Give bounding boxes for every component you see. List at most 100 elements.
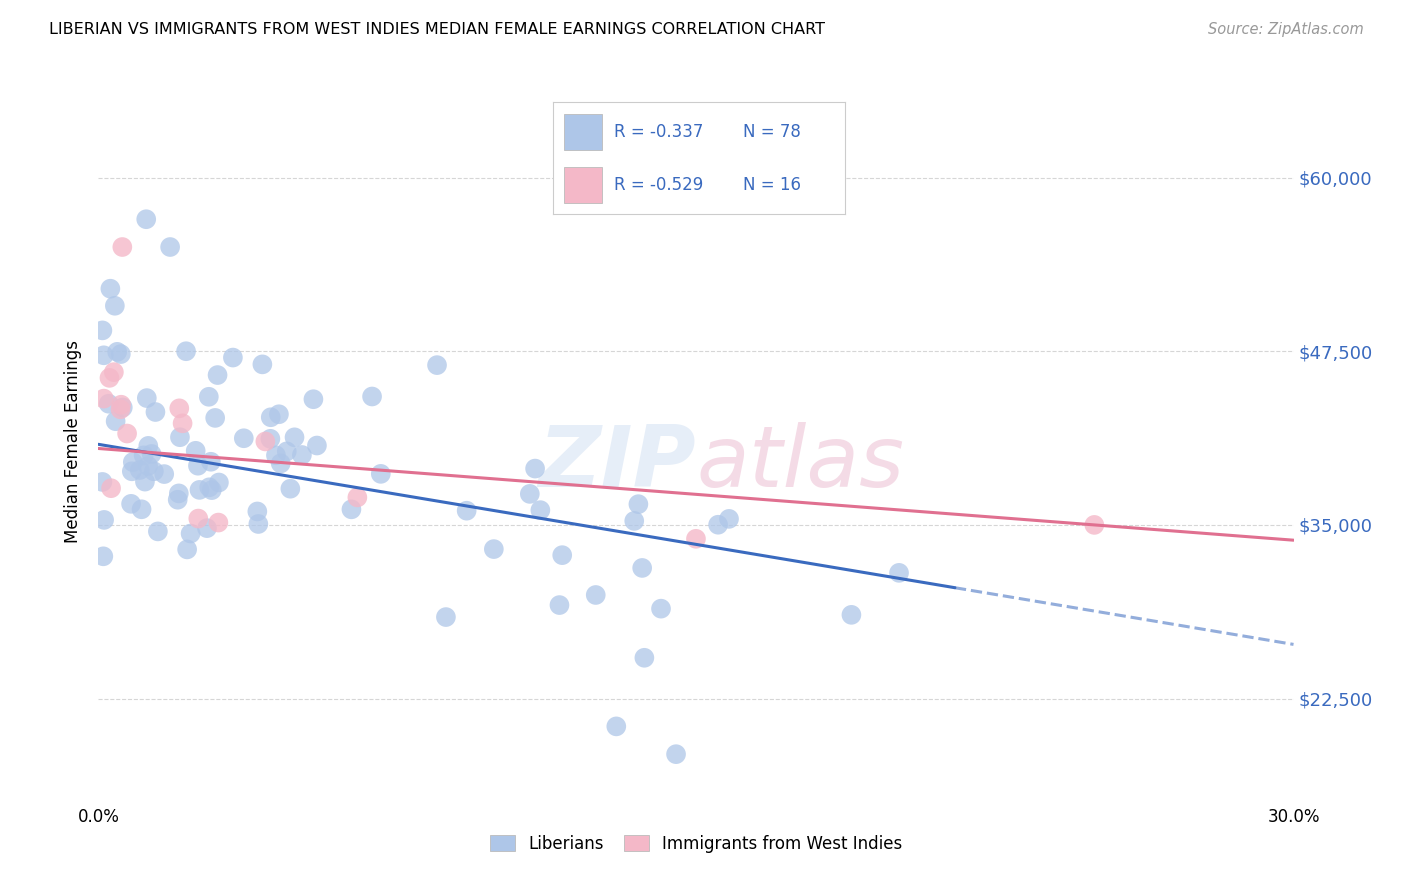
Point (153, 467, 176, 481)
Point (159, 240, 181, 254)
Point (145, 405, 167, 419)
Point (98, 371, 121, 385)
Point (232, 431, 254, 445)
Point (685, 532, 707, 546)
Point (198, 390, 221, 404)
Point (187, 511, 209, 525)
Point (291, 448, 314, 462)
Point (718, 512, 741, 526)
Point (110, 347, 132, 361)
Point (100, 481, 122, 495)
Point (623, 514, 645, 528)
Point (110, 398, 132, 412)
Point (280, 482, 302, 496)
Point (135, 391, 157, 405)
Point (340, 502, 363, 516)
Point (104, 299, 127, 313)
Point (346, 491, 368, 505)
Point (132, 449, 155, 463)
Point (529, 503, 551, 517)
Point (260, 410, 283, 425)
Text: LIBERIAN VS IMMIGRANTS FROM WEST INDIES MEDIAN FEMALE EARNINGS CORRELATION CHART: LIBERIAN VS IMMIGRANTS FROM WEST INDIES … (49, 22, 825, 37)
Point (184, 443, 207, 458)
Point (91, 323, 114, 337)
Legend: Liberians, Immigrants from West Indies: Liberians, Immigrants from West Indies (484, 828, 908, 860)
Point (254, 434, 277, 449)
Point (93, 513, 115, 527)
Point (361, 389, 384, 403)
Point (195, 521, 218, 535)
Point (166, 492, 188, 507)
Point (270, 457, 292, 471)
Point (207, 516, 229, 530)
Point (707, 517, 730, 532)
Point (172, 417, 194, 431)
Point (198, 480, 221, 494)
Point (115, 426, 138, 441)
Point (201, 483, 224, 497)
Point (222, 351, 245, 365)
Point (426, 358, 449, 372)
Point (252, 357, 274, 371)
Point (633, 650, 655, 665)
Point (187, 458, 209, 473)
Point (370, 467, 392, 481)
Point (605, 719, 627, 733)
Point (167, 486, 190, 500)
Point (91, 549, 114, 564)
Point (585, 588, 607, 602)
Point (1083, 517, 1105, 532)
Text: ZIP: ZIP (538, 422, 696, 505)
Point (103, 365, 125, 379)
Point (93, 392, 115, 406)
Point (136, 439, 159, 453)
Point (283, 430, 305, 444)
Point (146, 524, 169, 539)
Point (207, 368, 229, 382)
Point (434, 610, 457, 624)
Point (456, 504, 478, 518)
Point (524, 461, 547, 475)
Point (302, 392, 325, 407)
Point (665, 747, 688, 761)
Y-axis label: Median Female Earnings: Median Female Earnings (65, 340, 83, 543)
Point (93, 348, 115, 362)
Point (482, 542, 505, 557)
Point (104, 414, 127, 428)
Point (110, 402, 132, 417)
Point (650, 601, 672, 615)
Point (105, 344, 128, 359)
Point (548, 598, 571, 612)
Point (169, 430, 191, 444)
Point (841, 607, 863, 622)
Point (97, 397, 120, 411)
Point (305, 438, 328, 452)
Point (246, 504, 269, 518)
Point (174, 344, 197, 359)
Point (136, 458, 159, 473)
Point (208, 475, 231, 490)
Point (188, 483, 211, 497)
Point (142, 464, 165, 478)
Point (259, 432, 281, 446)
Point (519, 487, 541, 501)
Text: Source: ZipAtlas.com: Source: ZipAtlas.com (1208, 22, 1364, 37)
Point (134, 475, 156, 489)
Point (169, 401, 191, 416)
Point (98, 282, 122, 296)
Point (141, 447, 163, 461)
Point (631, 561, 654, 575)
Point (204, 411, 226, 425)
Point (111, 401, 134, 415)
Point (276, 444, 298, 458)
Text: atlas: atlas (696, 422, 904, 505)
Point (131, 502, 153, 516)
Point (121, 464, 143, 478)
Point (111, 240, 134, 254)
Point (91, 475, 114, 489)
Point (200, 455, 222, 469)
Point (627, 497, 650, 511)
Point (551, 548, 574, 562)
Point (180, 526, 202, 541)
Point (135, 212, 157, 227)
